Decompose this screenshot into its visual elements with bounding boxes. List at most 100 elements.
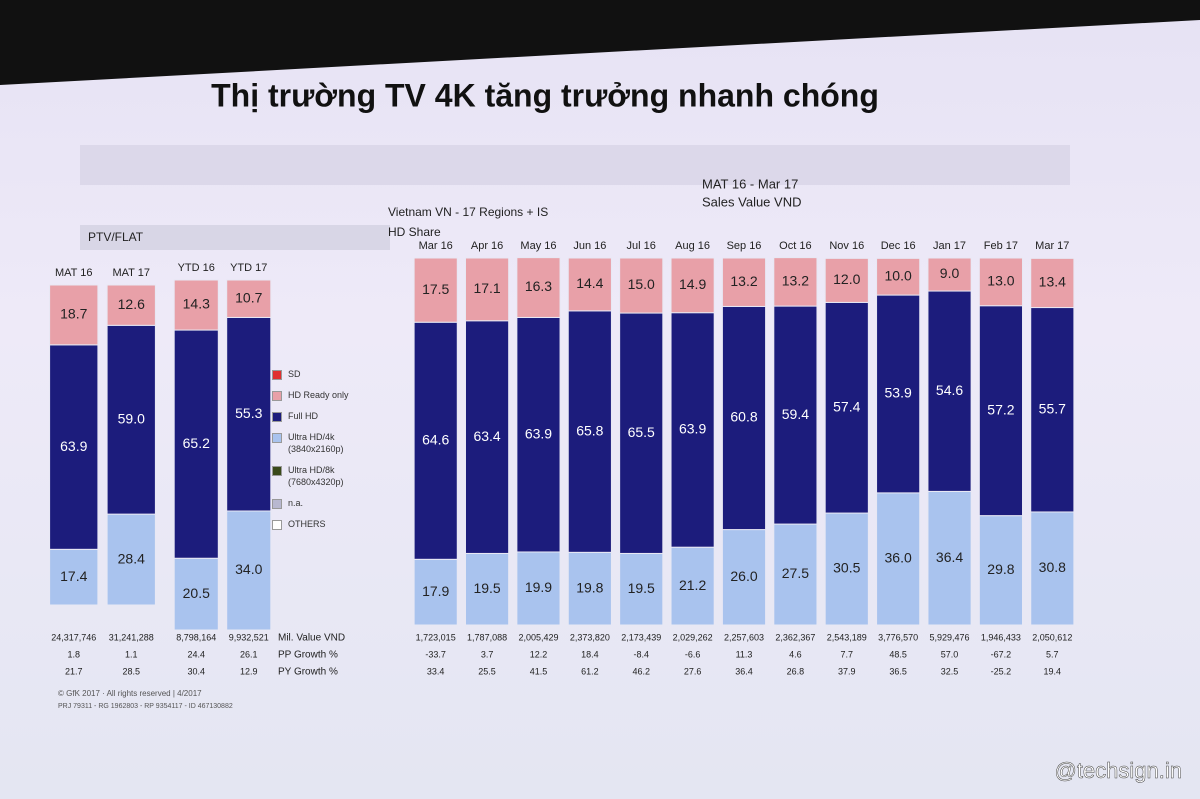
category-label: YTD 16 [178,262,215,274]
table-cell: 24,317,746 [51,632,96,642]
category-label: Jan 17 [933,240,966,252]
category-label: YTD 17 [230,262,267,274]
bar-segment [173,557,219,631]
value-label: 64.6 [422,431,449,447]
legend-swatch [272,466,282,476]
bar-segment [464,552,510,626]
legend-label: n.a. [288,498,304,508]
table-cell: -67.2 [991,649,1012,659]
bar-segment [516,257,561,318]
table-cell: 57.0 [941,649,959,659]
bar-segment [773,305,818,525]
table-cell: 30.4 [187,666,205,676]
bar-segment [721,257,767,307]
value-label: 13.2 [730,273,757,289]
table-cell: 12.9 [240,666,258,676]
legend-item: Ultra HD/4k (3840x2160p) [272,431,372,455]
table-cell: 26.1 [240,649,258,659]
table-cell: 7.7 [841,649,854,659]
value-label: 34.0 [235,561,262,577]
table-cell: 8,798,164 [176,632,216,642]
category-label: Nov 16 [829,240,864,252]
category-label: Aug 16 [675,240,710,252]
legend-swatch [272,391,282,401]
bar-segment [106,513,156,606]
value-label: 19.9 [525,579,552,595]
table-cell: 2,362,367 [775,632,815,642]
value-label: 63.9 [525,425,552,441]
watermark: @techsign.in [1054,758,1182,783]
legend-label: HD Ready only [288,390,349,400]
value-label: 60.8 [730,409,757,425]
legend-label: Full HD [288,411,319,421]
value-label: 30.8 [1039,559,1066,575]
table-cell: 5,929,476 [930,632,970,642]
bar-segment [106,284,156,326]
value-label: 13.0 [987,273,1014,289]
category-label: May 16 [520,240,556,252]
value-label: 18.7 [60,306,87,322]
legend-label: Ultra HD/4k (3840x2160p) [288,432,344,454]
bar-segment [670,312,715,548]
table-cell: 2,543,189 [827,632,867,642]
value-label: 17.5 [422,281,449,297]
legend-swatch [272,433,282,443]
value-label: 55.3 [235,405,262,421]
table-cell: 2,373,820 [570,632,610,642]
table-cell: -6.6 [685,649,701,659]
table-cell: 41.5 [530,666,548,676]
footnote: © GfK 2017 · All rights reserved | 4/201… [58,689,202,698]
value-label: 54.6 [936,382,963,398]
value-label: 63.4 [473,428,500,444]
bar-segment [721,305,767,531]
table-cell: 2,257,603 [724,632,764,642]
value-label: 10.7 [235,289,262,305]
bar-segment [516,316,561,553]
table-cell: 18.4 [581,649,599,659]
table-cell: 1,946,433 [981,632,1021,642]
legend-label: Ultra HD/8k (7680x4320p) [288,465,344,487]
bar-segment [49,284,99,346]
bar-segment [670,546,715,626]
value-label: 13.4 [1039,274,1066,290]
category-label: Oct 16 [779,240,811,252]
slide-title: Thị trường TV 4K tăng trưởng nhanh chóng [211,77,879,113]
category-label: Dec 16 [881,240,916,252]
table-cell: 11.3 [736,649,753,659]
bar-segment [173,329,219,559]
value-label: 59.4 [782,406,809,422]
table-cell: 2,005,429 [518,632,558,642]
bar-segment [721,529,767,626]
header-band [80,145,1070,185]
table-cell: 32.5 [941,666,959,676]
table-cell: 5.7 [1046,649,1059,659]
legend-swatch [272,370,282,380]
value-label: 19.8 [576,579,603,595]
value-label: 20.5 [183,585,210,601]
value-label: 14.9 [679,276,706,292]
legend-swatch [272,499,282,509]
bar-segment [927,257,972,292]
value-label: 65.2 [183,435,210,451]
table-cell: 61.2 [581,666,599,676]
table-cell: 21.7 [65,666,83,676]
bar-segment [927,490,972,626]
value-label: 17.1 [473,280,500,296]
table-cell: 1,723,015 [416,632,456,642]
value-label: 21.2 [679,577,706,593]
value-label: 13.2 [782,273,809,289]
category-label: Jun 16 [573,240,606,252]
bar-segment [413,558,458,626]
row-label: PY Growth % [278,667,338,678]
bar-segment [226,279,272,318]
table-cell: 31,241,288 [109,632,154,642]
value-label: 57.4 [833,398,860,414]
category-label: Mar 17 [1035,240,1069,252]
bar-segment [824,301,869,514]
value-label: 10.0 [885,267,912,283]
table-cell: 36.5 [889,666,907,676]
table-cell: 46.2 [632,666,650,676]
table-cell: 24.4 [187,649,205,659]
